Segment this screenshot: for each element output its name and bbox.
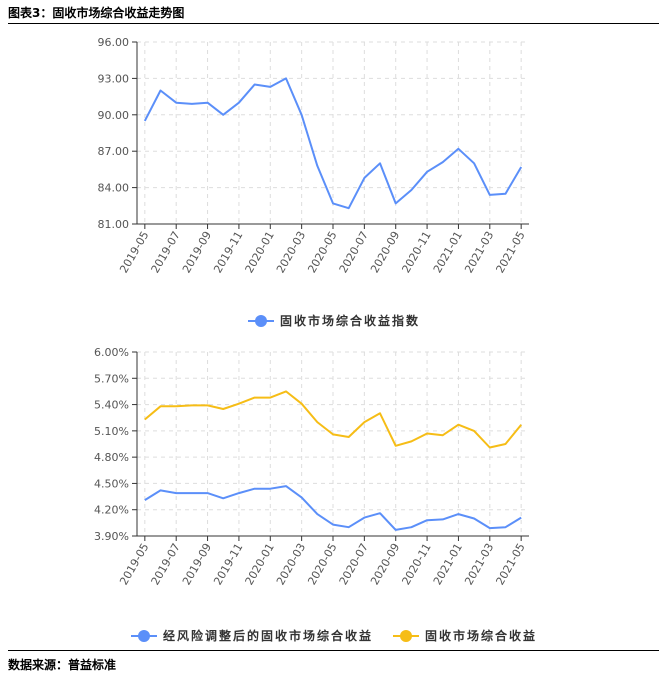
x-tick-label: 2020-11 bbox=[399, 229, 433, 275]
x-tick-label: 2020-07 bbox=[337, 541, 371, 587]
x-tick-label: 2020-03 bbox=[274, 229, 308, 275]
x-tick-label: 2020-03 bbox=[274, 541, 308, 587]
x-tick-label: 2021-05 bbox=[494, 229, 528, 275]
legend-item[interactable]: 固收市场综合收益指数 bbox=[247, 312, 420, 329]
source-note: 数据来源：普益标准 bbox=[8, 658, 117, 672]
legend-label: 固收市场综合收益 bbox=[425, 629, 538, 643]
x-tick-label: 2020-09 bbox=[368, 229, 402, 275]
legend-line-dot-icon bbox=[247, 314, 274, 327]
x-tick-label: 2021-01 bbox=[431, 541, 465, 587]
y-tick-label: 4.50% bbox=[94, 477, 129, 490]
x-tick-label: 2020-09 bbox=[368, 541, 402, 587]
x-tick-label: 2020-01 bbox=[243, 541, 277, 587]
x-tick-label: 2019-11 bbox=[211, 541, 245, 587]
y-tick-label: 5.10% bbox=[94, 425, 129, 438]
legend-label: 经风险调整后的固收市场综合收益 bbox=[162, 629, 373, 643]
index-line-chart: 81.0084.0087.0090.0093.0096.002019-05201… bbox=[98, 36, 529, 275]
x-tick-label: 2021-03 bbox=[462, 541, 496, 587]
series-line-0 bbox=[143, 77, 523, 210]
x-tick-label: 2020-05 bbox=[305, 229, 339, 275]
y-tick-label: 87.00 bbox=[98, 145, 130, 158]
x-tick-label: 2021-01 bbox=[431, 229, 465, 275]
y-tick-label: 5.70% bbox=[94, 372, 129, 385]
y-tick-label: 93.00 bbox=[98, 72, 130, 85]
x-tick-label: 2020-05 bbox=[305, 541, 339, 587]
y-tick-label: 4.20% bbox=[94, 504, 129, 517]
legend-item[interactable]: 固收市场综合收益 bbox=[393, 627, 537, 644]
x-tick-label: 2020-07 bbox=[337, 229, 371, 275]
x-tick-label: 2019-09 bbox=[180, 541, 214, 587]
yield-line-chart: 3.90% 4.20% 4.50% 4.80% 5.10% 5.40% 5.70% 6.00%… bbox=[94, 346, 529, 587]
y-tick-label: 84.00 bbox=[98, 182, 130, 195]
chart-legend-yield: 经风险调整后的固收市场综合收益 固收市场综合收益 bbox=[0, 627, 668, 644]
x-tick-label: 2019-07 bbox=[149, 541, 183, 587]
y-tick-label: 6.00% bbox=[94, 346, 129, 359]
y-tick-label: 90.00 bbox=[98, 109, 130, 122]
x-tick-label: 2020-01 bbox=[243, 229, 277, 275]
y-tick-label: 4.80% bbox=[94, 451, 129, 464]
chart-legend-index: 固收市场综合收益指数 bbox=[0, 312, 668, 329]
x-tick-label: 2021-05 bbox=[494, 541, 528, 587]
y-tick-label: 96.00 bbox=[98, 36, 130, 49]
legend-label: 固收市场综合收益指数 bbox=[279, 314, 420, 328]
y-tick-label: 81.00 bbox=[98, 218, 130, 231]
footer-rule bbox=[8, 650, 659, 651]
legend-line-dot-icon bbox=[393, 629, 419, 642]
x-tick-label: 2019-11 bbox=[211, 229, 245, 275]
series-line-1 bbox=[144, 390, 522, 449]
y-tick-label: 5.40% bbox=[94, 399, 129, 412]
y-tick-label: 3.90% bbox=[94, 530, 129, 543]
x-tick-label: 2019-05 bbox=[117, 229, 151, 275]
header-rule bbox=[8, 23, 659, 24]
x-tick-label: 2019-09 bbox=[180, 229, 214, 275]
x-tick-label: 2020-11 bbox=[399, 541, 433, 587]
series-line-0 bbox=[144, 485, 522, 531]
x-tick-label: 2019-07 bbox=[149, 229, 183, 275]
legend-line-dot-icon bbox=[130, 629, 157, 642]
page-title: 图表3：固收市场综合收益走势图 bbox=[8, 6, 185, 20]
x-tick-label: 2021-03 bbox=[462, 229, 496, 275]
legend-item[interactable]: 经风险调整后的固收市场综合收益 bbox=[130, 627, 373, 644]
x-tick-label: 2019-05 bbox=[117, 541, 151, 587]
